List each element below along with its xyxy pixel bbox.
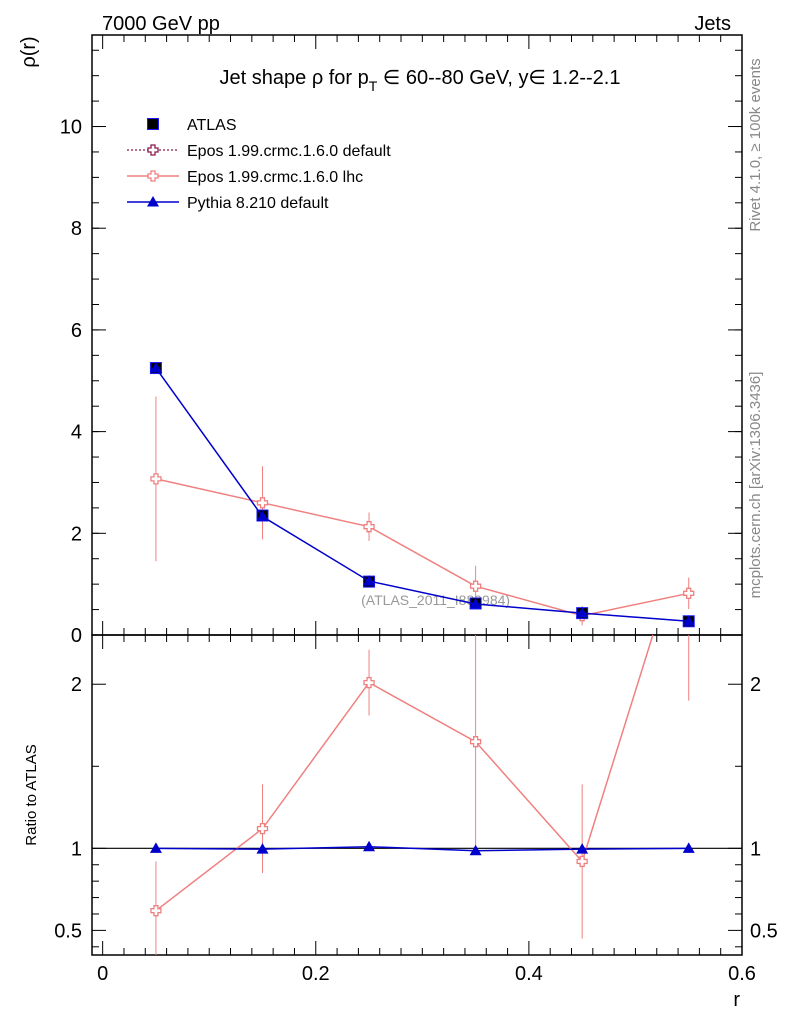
ratio-ytick-label-right: 2: [750, 674, 761, 696]
ratio-ytick-label: 2: [71, 674, 82, 696]
mcplots-label: mcplots.cern.ch [arXiv:1306.3436]: [747, 372, 764, 599]
main-point: [363, 575, 376, 586]
legend-marker: [147, 144, 159, 156]
legend-marker: [147, 170, 159, 182]
ratio-series-line: [155, 635, 654, 912]
ratio-ytick-label-right: 0.5: [750, 920, 778, 942]
ratio-ytick-label-right: 1: [750, 838, 761, 860]
ratio-point: [469, 736, 482, 748]
main-point: [149, 362, 162, 373]
main-point: [682, 615, 695, 626]
ratio-point: [150, 905, 162, 917]
legend-label: Epos 1.99.crmc.1.6.0 lhc: [187, 169, 363, 186]
ratio-y-axis-label: Ratio to ATLAS: [23, 744, 40, 845]
main-title-prefix: Jet shape ρ for p: [220, 67, 369, 89]
main-ytick-label: 8: [71, 218, 82, 240]
ratio-point: [576, 855, 588, 868]
main-title-suffix: ∈ 60--80 GeV, y∈ 1.2--2.1: [377, 67, 620, 89]
header-right: Jets: [694, 13, 731, 35]
ratio-point: [256, 822, 269, 835]
main-point: [683, 587, 695, 599]
xtick-label: 0: [97, 963, 108, 985]
main-ytick-label: 4: [71, 422, 82, 444]
ratio-point: [682, 842, 695, 853]
ratio-point: [363, 840, 376, 852]
legend-label: Epos 1.99.crmc.1.6.0 default: [187, 143, 391, 160]
ratio-plot-area: 0.5 0.5 1 1 2 2 0 0.2 0.4 0.6: [54, 634, 778, 985]
ratio-ytick-label: 0.5: [54, 920, 82, 942]
xtick-label: 0.4: [515, 963, 543, 985]
xtick-label: 0.2: [302, 963, 330, 985]
legend-label: ATLAS: [187, 117, 237, 134]
x-axis-label: r: [733, 989, 740, 1011]
legend-label: Pythia 8.210 default: [187, 195, 329, 212]
main-point: [469, 580, 482, 592]
ratio-point: [149, 842, 162, 853]
header-left: 7000 GeV pp: [102, 13, 220, 35]
main-y-axis-label: ρ(r): [18, 36, 40, 67]
main-ytick-label: 6: [71, 320, 82, 342]
main-ytick-label: 2: [71, 523, 82, 545]
ratio-series-line: [155, 845, 689, 852]
main-series-line: [155, 367, 689, 623]
ratio-point: [469, 844, 482, 856]
main-point: [576, 607, 589, 618]
xtick-label: 0.6: [728, 963, 756, 985]
main-point: [469, 597, 482, 609]
main-title: Jet shape ρ for pT ∈ 60--80 GeV, y∈ 1.2-…: [220, 67, 621, 94]
main-point: [150, 473, 162, 485]
ratio-point: [576, 843, 589, 854]
legend: ATLAS Epos 1.99.crmc.1.6.0 default Epos 1.…: [127, 117, 391, 212]
main-point: [256, 510, 269, 522]
ratio-point: [256, 843, 269, 854]
legend-marker-atlas: [147, 118, 159, 130]
rivet-version-label: Rivet 4.1.0, ≥ 100k events: [747, 58, 764, 231]
legend-marker: [147, 196, 159, 207]
ratio-frame: [91, 634, 743, 956]
main-point: [256, 497, 269, 509]
main-ytick-label: 0: [71, 625, 82, 647]
main-title-subscript: T: [369, 78, 378, 94]
main-ytick-label: 10: [60, 117, 82, 139]
main-point: [363, 521, 375, 533]
ratio-ytick-label: 1: [71, 838, 82, 860]
main-series-line: [155, 478, 689, 617]
ratio-point: [363, 676, 375, 689]
